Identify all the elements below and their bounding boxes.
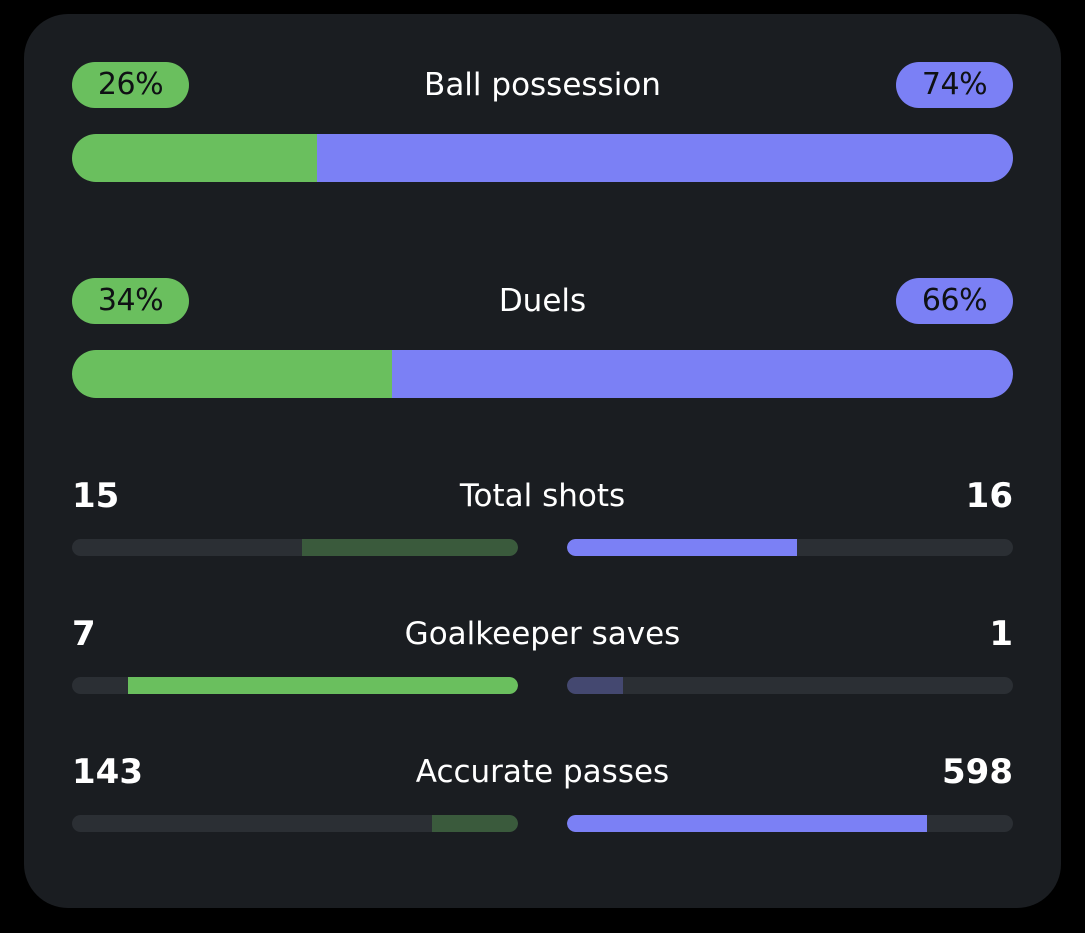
match-stats-card: 26% Ball possession 74% 34% Duels 66% 15… (24, 14, 1061, 908)
away-fill (567, 539, 798, 556)
away-fill (567, 815, 927, 832)
away-value: 16 (965, 476, 1013, 516)
away-share-segment (316, 134, 1013, 182)
home-percent-pill: 34% (72, 278, 189, 324)
stat-label: Total shots (459, 478, 626, 514)
home-fill (431, 815, 518, 832)
away-track (567, 677, 1013, 694)
home-track (72, 539, 518, 556)
home-track (72, 677, 518, 694)
away-fill (567, 677, 623, 694)
possession-bar (72, 134, 1013, 182)
home-share-segment (72, 350, 392, 398)
away-share-segment (391, 350, 1013, 398)
home-fill (127, 677, 518, 694)
away-track (567, 815, 1013, 832)
home-value: 7 (72, 614, 96, 654)
away-percent-pill: 74% (896, 62, 1013, 108)
home-value: 143 (72, 752, 143, 792)
away-track (567, 539, 1013, 556)
home-share-segment (72, 134, 317, 182)
home-value: 15 (72, 476, 120, 516)
home-percent-pill: 26% (72, 62, 189, 108)
home-track (72, 815, 518, 832)
away-percent-pill: 66% (896, 278, 1013, 324)
stat-label: Accurate passes (415, 754, 670, 790)
home-fill (302, 539, 518, 556)
stat-label: Duels (498, 283, 587, 319)
stat-label: Ball possession (424, 67, 661, 103)
duels-bar (72, 350, 1013, 398)
away-value: 598 (942, 752, 1013, 792)
away-value: 1 (989, 614, 1013, 654)
stat-label: Goalkeeper saves (404, 616, 681, 652)
